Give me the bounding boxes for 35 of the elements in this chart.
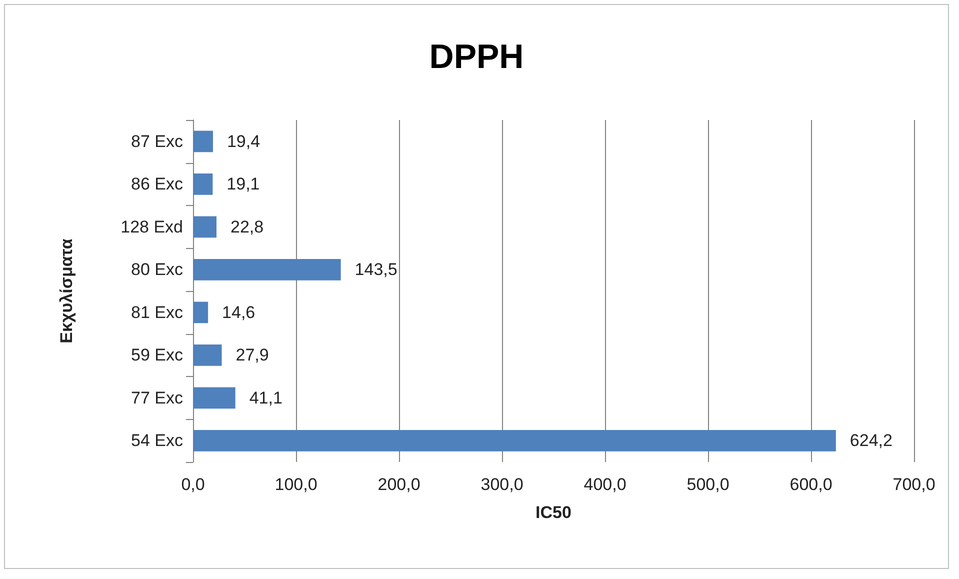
x-tick-label: 200,0 bbox=[378, 475, 420, 494]
bar bbox=[193, 258, 341, 280]
x-tick-label: 600,0 bbox=[790, 475, 832, 494]
data-label: 143,5 bbox=[354, 260, 398, 280]
x-tick-label: 700,0 bbox=[892, 475, 936, 494]
data-label: 19,4 bbox=[226, 132, 260, 151]
x-axis-title: IC50 bbox=[536, 503, 572, 522]
y-tick-label: 87 Exc bbox=[131, 132, 184, 151]
x-tick-label: 400,0 bbox=[584, 475, 626, 494]
bar bbox=[193, 130, 213, 152]
x-tick-label: 500,0 bbox=[686, 475, 730, 494]
bar bbox=[193, 387, 236, 409]
data-label: 22,8 bbox=[230, 217, 264, 236]
y-tick-label: 128 Exd bbox=[120, 217, 183, 236]
bar bbox=[193, 430, 836, 452]
data-label: 41,1 bbox=[249, 388, 282, 408]
chart-title: DPPH bbox=[429, 38, 524, 76]
bar bbox=[193, 302, 208, 324]
y-tick-label: 77 Exc bbox=[131, 388, 184, 408]
x-tick-label: 0,0 bbox=[181, 475, 205, 494]
y-tick-label: 81 Exc bbox=[131, 302, 184, 322]
y-tick-label: 80 Exc bbox=[131, 260, 184, 280]
y-axis-title: Εκχυλίσματα bbox=[57, 238, 76, 344]
y-tick-label: 59 Exc bbox=[131, 346, 184, 365]
data-label: 14,6 bbox=[222, 302, 256, 322]
data-label: 19,1 bbox=[226, 174, 260, 194]
x-tick-label: 100,0 bbox=[274, 475, 318, 494]
data-label: 27,9 bbox=[236, 346, 269, 365]
bar bbox=[193, 344, 222, 366]
bar bbox=[193, 216, 216, 238]
bar bbox=[193, 173, 213, 195]
y-tick-label: 54 Exc bbox=[131, 431, 184, 450]
y-tick-label: 86 Exc bbox=[131, 174, 184, 194]
data-label: 624,2 bbox=[850, 431, 892, 450]
x-tick-label: 300,0 bbox=[480, 475, 524, 494]
